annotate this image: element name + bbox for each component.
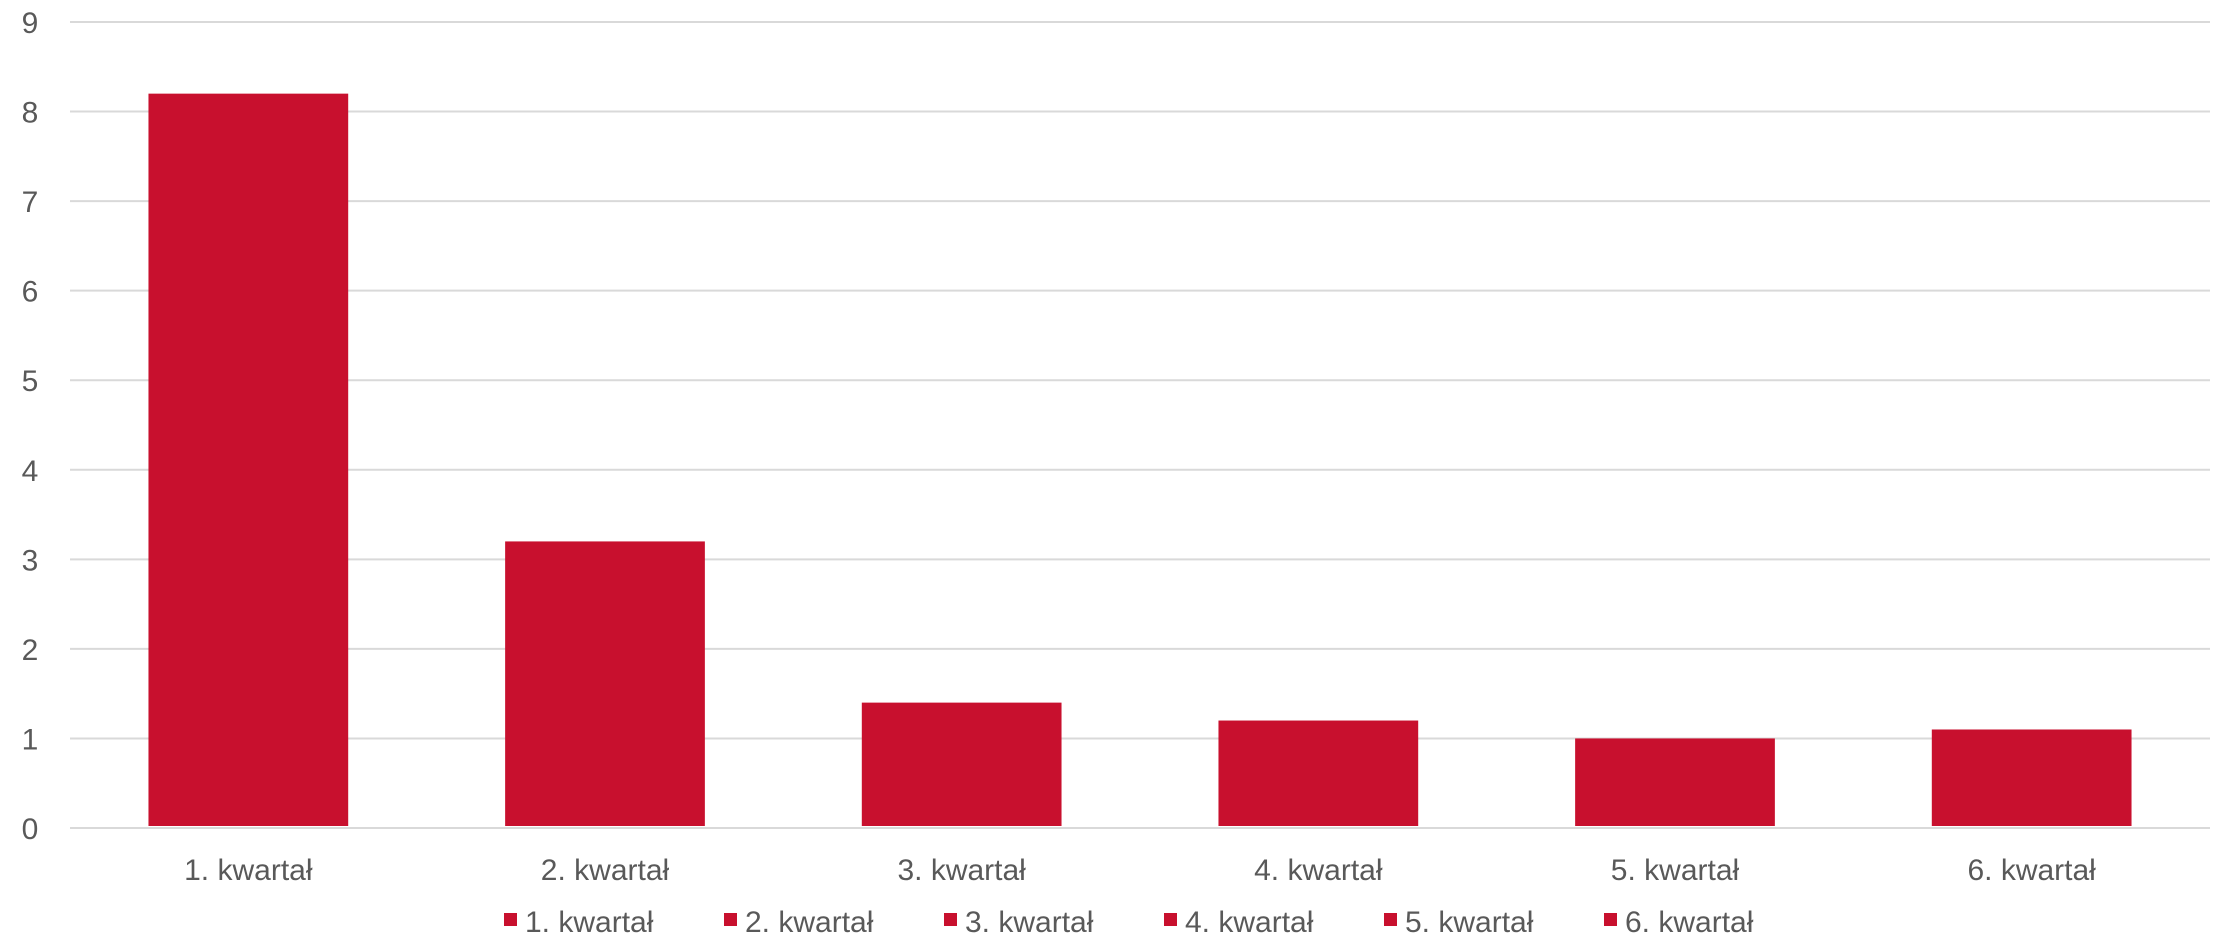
bar-1 [148, 93, 349, 826]
y-tick-label-0: 0 [22, 813, 39, 846]
legend-label-4: 4. kwartał [1185, 906, 1314, 939]
legend: 1. kwartał 2. kwartał 3. kwartał 4. kwartał… [504, 906, 1754, 939]
bars [148, 93, 2132, 826]
legend-swatch-2 [724, 913, 737, 926]
legend-label-6: 6. kwartał [1625, 906, 1754, 939]
x-axis-category-labels: 1. kwartał 2. kwartał 3. kwartał 4. kwartał… [184, 854, 2096, 887]
bar-6 [1931, 729, 2132, 826]
legend-item-6: 6. kwartał [1604, 906, 1754, 939]
legend-swatch-6 [1604, 913, 1617, 926]
y-tick-label-7: 7 [22, 186, 39, 219]
x-category-label-3: 3. kwartał [897, 854, 1026, 887]
legend-label-5: 5. kwartał [1405, 906, 1534, 939]
y-tick-label-2: 2 [22, 634, 39, 667]
y-tick-label-1: 1 [22, 723, 39, 756]
x-category-label-1: 1. kwartał [184, 854, 313, 887]
legend-label-1: 1. kwartał [525, 906, 654, 939]
legend-label-3: 3. kwartał [965, 906, 1094, 939]
bar-2 [505, 541, 705, 826]
legend-swatch-1 [504, 913, 517, 926]
legend-item-1: 1. kwartał [504, 906, 654, 939]
legend-label-2: 2. kwartał [745, 906, 874, 939]
x-category-label-6: 6. kwartał [1967, 854, 2096, 887]
y-tick-label-6: 6 [22, 276, 39, 309]
y-axis-tick-labels: 0 1 2 3 4 5 6 7 8 9 [22, 7, 39, 846]
y-tick-label-5: 5 [22, 365, 39, 398]
bar-5 [1575, 738, 1775, 826]
y-tick-label-9: 9 [22, 7, 39, 40]
x-category-label-2: 2. kwartał [541, 854, 670, 887]
x-category-label-4: 4. kwartał [1254, 854, 1383, 887]
y-tick-label-4: 4 [22, 455, 39, 488]
bar-3 [861, 702, 1062, 826]
legend-item-5: 5. kwartał [1384, 906, 1534, 939]
gridlines [70, 21, 2210, 829]
legend-swatch-5 [1384, 913, 1397, 926]
legend-item-4: 4. kwartał [1164, 906, 1314, 939]
x-category-label-5: 5. kwartał [1611, 854, 1740, 887]
legend-item-2: 2. kwartał [724, 906, 874, 939]
legend-item-3: 3. kwartał [944, 906, 1094, 939]
bar-4 [1218, 720, 1419, 826]
legend-swatch-4 [1164, 913, 1177, 926]
y-tick-label-8: 8 [22, 97, 39, 130]
y-tick-label-3: 3 [22, 544, 39, 577]
legend-swatch-3 [944, 913, 957, 926]
